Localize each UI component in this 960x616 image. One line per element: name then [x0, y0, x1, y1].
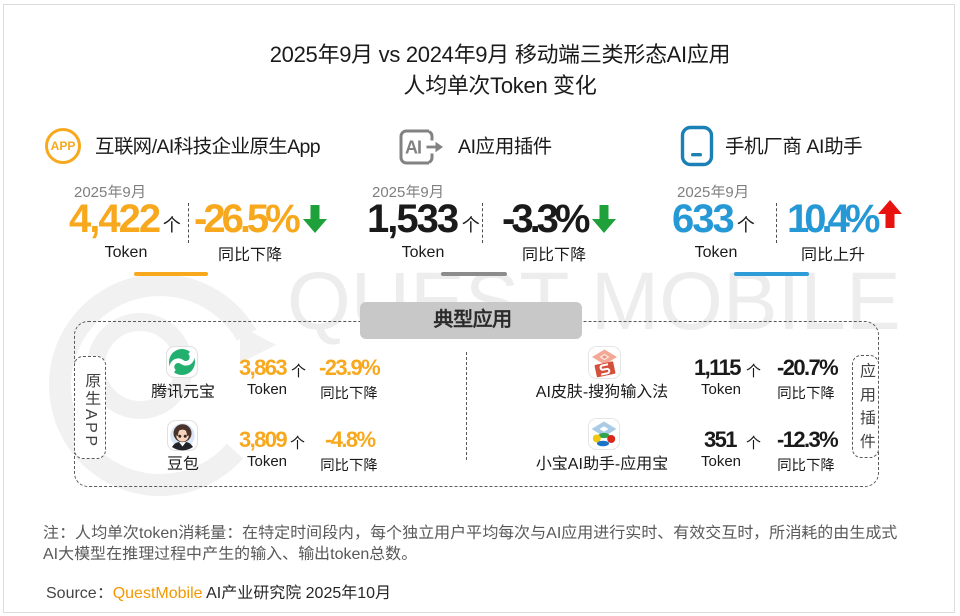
- svg-text:AI: AI: [405, 138, 421, 158]
